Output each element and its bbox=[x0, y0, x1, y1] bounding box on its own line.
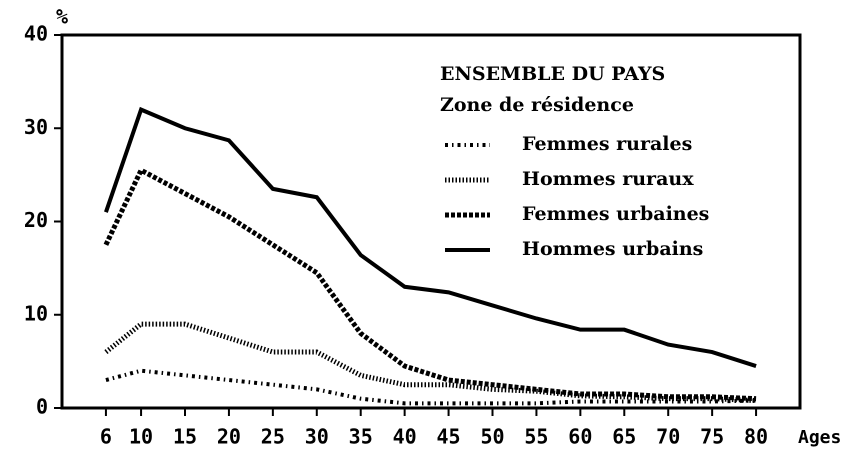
x-tick-label: 10 bbox=[129, 425, 153, 449]
legend-label: Hommes ruraux bbox=[522, 168, 694, 190]
y-tick-label: 30 bbox=[24, 115, 48, 139]
y-tick-label: 20 bbox=[24, 208, 48, 232]
x-tick-label: 75 bbox=[700, 425, 724, 449]
y-tick-label: 40 bbox=[24, 22, 48, 46]
x-tick-label: 65 bbox=[612, 425, 636, 449]
x-tick-label: 35 bbox=[349, 425, 373, 449]
x-tick-label: 30 bbox=[305, 425, 329, 449]
y-tick-label: 10 bbox=[24, 301, 48, 325]
x-tick-label: 15 bbox=[173, 425, 197, 449]
x-tick-label: 6 bbox=[100, 425, 112, 449]
x-tick-label: 50 bbox=[480, 425, 504, 449]
legend-subtitle: Zone de résidence bbox=[440, 94, 634, 116]
x-tick-label: 55 bbox=[524, 425, 548, 449]
series-line bbox=[104, 106, 757, 368]
series-line bbox=[104, 321, 757, 404]
series-line bbox=[105, 368, 757, 406]
y-tick-label: 0 bbox=[36, 395, 48, 419]
x-tick-label: 25 bbox=[261, 425, 285, 449]
legend-label: Hommes urbains bbox=[522, 238, 703, 260]
x-tick-label: 70 bbox=[656, 425, 680, 449]
x-tick-label: 20 bbox=[217, 425, 241, 449]
x-axis-label: Ages bbox=[798, 427, 841, 448]
legend-label: Femmes urbaines bbox=[522, 203, 709, 225]
legend-title: ENSEMBLE DU PAYS bbox=[440, 63, 665, 85]
x-tick-label: 45 bbox=[437, 425, 461, 449]
series-line bbox=[103, 166, 757, 402]
x-tick-label: 60 bbox=[568, 425, 592, 449]
legend-label: Femmes rurales bbox=[522, 133, 692, 155]
x-tick-label: 40 bbox=[393, 425, 417, 449]
y-unit: % bbox=[56, 5, 68, 29]
x-tick-label: 80 bbox=[744, 425, 768, 449]
